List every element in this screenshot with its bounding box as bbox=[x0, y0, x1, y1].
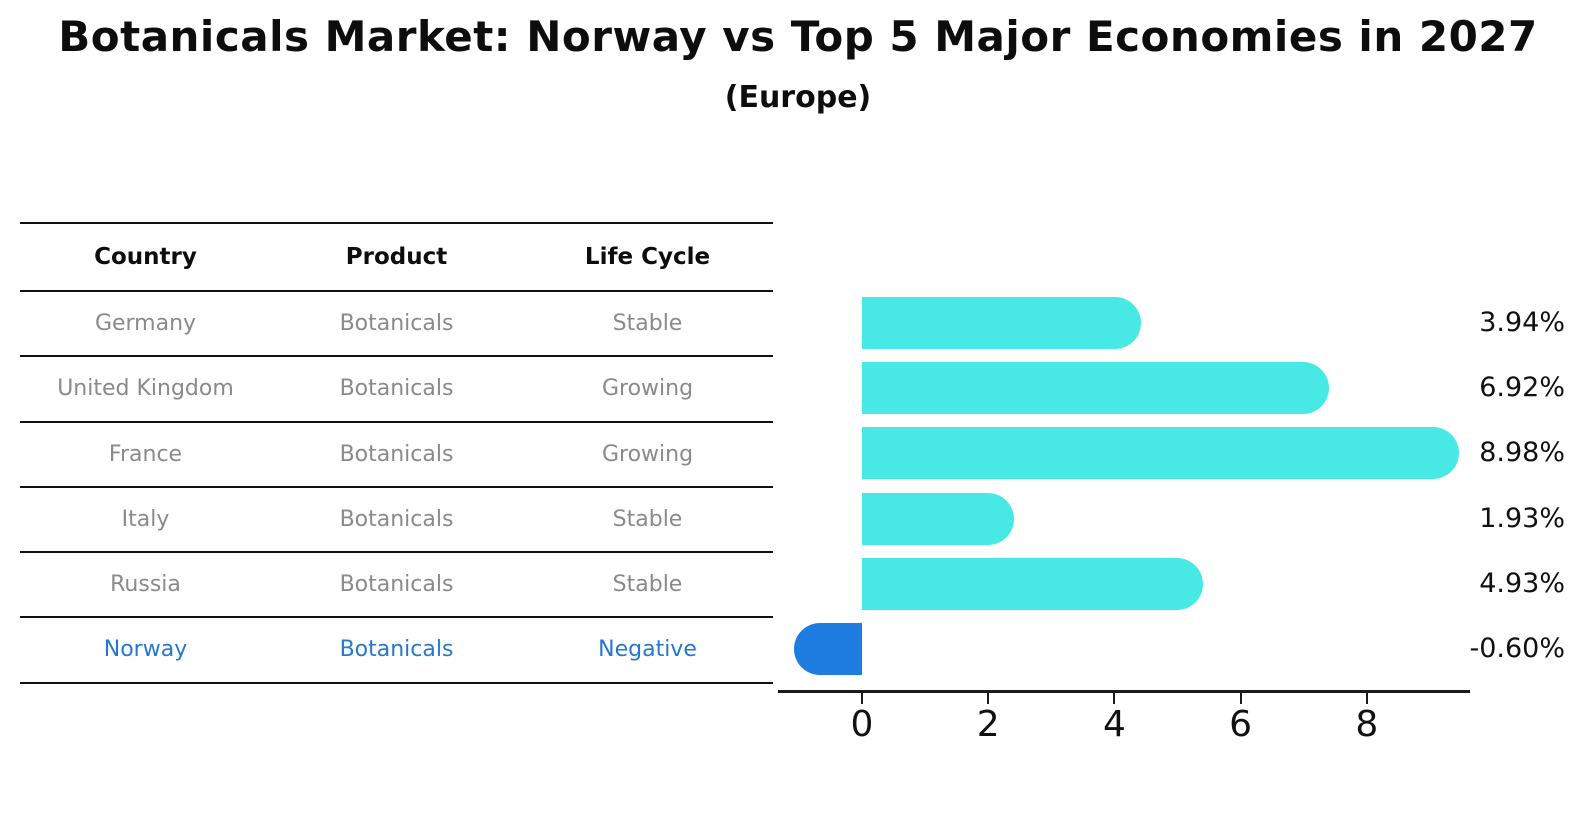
cell-country: Germany bbox=[94, 311, 197, 336]
value-label: 6.92% bbox=[1479, 372, 1565, 404]
table-row: Italy Botanicals Stable bbox=[20, 488, 773, 554]
table-row: Germany Botanicals Stable bbox=[20, 292, 773, 358]
cell-country: Russia bbox=[110, 572, 181, 598]
x-axis-tick-label: 4 bbox=[1102, 704, 1126, 745]
cell-product: Botanicals bbox=[339, 506, 454, 532]
cell-life-cycle: Negative bbox=[598, 637, 697, 663]
cell-product: Botanicals bbox=[339, 637, 454, 663]
value-label: 3.94% bbox=[1479, 306, 1565, 338]
value-label: -0.60% bbox=[1469, 633, 1565, 665]
x-axis-tick-label: 6 bbox=[1229, 704, 1253, 745]
table-row: Russia Botanicals Stable bbox=[20, 553, 773, 619]
column-header-product: Product bbox=[345, 244, 448, 270]
cell-country: United Kingdom bbox=[57, 376, 234, 402]
x-axis-tick-label: 0 bbox=[850, 704, 874, 745]
bar-united-kingdom bbox=[862, 362, 1329, 415]
x-axis-tick-label: 2 bbox=[976, 704, 1000, 745]
x-axis-tick-label: 8 bbox=[1355, 704, 1379, 745]
table-row-norway: Norway Botanicals Negative bbox=[20, 618, 773, 684]
value-label: 4.93% bbox=[1479, 568, 1565, 600]
cell-life-cycle: Stable bbox=[612, 311, 683, 336]
table-row: France Botanicals Growing bbox=[20, 423, 773, 488]
table-row: United Kingdom Botanicals Growing bbox=[20, 357, 773, 423]
cell-product: Botanicals bbox=[339, 441, 454, 467]
bar-germany bbox=[862, 296, 1141, 349]
cell-product: Botanicals bbox=[339, 572, 454, 598]
value-label: 1.93% bbox=[1479, 502, 1565, 534]
value-label: 8.98% bbox=[1479, 437, 1565, 469]
column-header-country: Country bbox=[94, 244, 197, 270]
bar-russia bbox=[862, 558, 1204, 611]
chart-title: Botanicals Market: Norway vs Top 5 Major… bbox=[58, 12, 1538, 61]
cell-country: Italy bbox=[121, 506, 170, 532]
column-header-life-cycle: Life Cycle bbox=[584, 244, 711, 270]
chart-subtitle: (Europe) bbox=[724, 80, 872, 115]
x-axis-line bbox=[778, 690, 1470, 693]
x-axis-tick bbox=[861, 693, 863, 704]
x-axis-tick bbox=[987, 693, 990, 704]
bar-norway-highlight bbox=[794, 623, 862, 676]
bar-italy bbox=[862, 492, 1014, 545]
bar-france bbox=[862, 427, 1459, 480]
cell-life-cycle: Stable bbox=[612, 506, 683, 532]
cell-life-cycle: Growing bbox=[601, 441, 694, 467]
x-axis-tick bbox=[1239, 693, 1242, 704]
cell-life-cycle: Growing bbox=[601, 376, 694, 402]
cell-country: France bbox=[108, 441, 183, 467]
cell-country: Norway bbox=[103, 637, 188, 663]
country-table: Country Product Life Cycle Germany Botan… bbox=[20, 222, 773, 684]
cell-product: Botanicals bbox=[339, 311, 454, 336]
cell-product: Botanicals bbox=[339, 376, 454, 402]
cell-life-cycle: Stable bbox=[612, 572, 683, 598]
x-axis-tick bbox=[1365, 693, 1368, 704]
table-header-row: Country Product Life Cycle bbox=[20, 224, 773, 292]
x-axis-tick bbox=[1113, 693, 1116, 704]
